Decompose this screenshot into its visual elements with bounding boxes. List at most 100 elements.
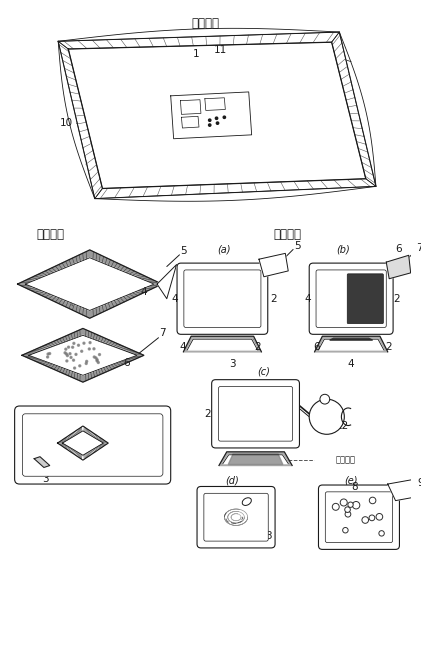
- Text: 7: 7: [416, 243, 421, 252]
- Circle shape: [81, 351, 83, 353]
- Circle shape: [74, 367, 76, 369]
- Circle shape: [89, 341, 91, 343]
- Text: 12: 12: [336, 421, 349, 432]
- Polygon shape: [22, 328, 144, 382]
- Polygon shape: [157, 265, 176, 299]
- Text: 6: 6: [396, 245, 402, 254]
- Circle shape: [47, 356, 48, 358]
- Circle shape: [49, 353, 51, 354]
- Polygon shape: [386, 255, 410, 279]
- Text: 6: 6: [314, 342, 320, 352]
- Text: 4: 4: [304, 294, 311, 303]
- Text: 3: 3: [265, 531, 272, 541]
- Text: (a): (a): [218, 245, 231, 255]
- Circle shape: [216, 117, 218, 120]
- FancyBboxPatch shape: [184, 270, 261, 328]
- Text: 5: 5: [294, 241, 300, 250]
- Circle shape: [93, 356, 95, 358]
- FancyBboxPatch shape: [197, 487, 275, 548]
- Polygon shape: [58, 32, 376, 199]
- Text: 【図４】: 【図４】: [274, 228, 302, 241]
- Circle shape: [345, 511, 351, 517]
- Text: (b): (b): [336, 245, 350, 255]
- Circle shape: [352, 502, 360, 509]
- Text: 8: 8: [91, 430, 98, 440]
- Polygon shape: [95, 179, 376, 199]
- Circle shape: [96, 358, 98, 360]
- Text: 2: 2: [270, 294, 277, 303]
- Text: 9: 9: [101, 426, 108, 436]
- Text: 8: 8: [352, 482, 358, 492]
- Circle shape: [88, 348, 90, 350]
- Circle shape: [320, 394, 330, 404]
- Polygon shape: [228, 454, 283, 464]
- Circle shape: [69, 353, 71, 354]
- Polygon shape: [25, 258, 154, 311]
- Text: 4: 4: [172, 294, 179, 303]
- Circle shape: [70, 356, 72, 358]
- FancyBboxPatch shape: [22, 414, 163, 476]
- Circle shape: [86, 360, 88, 362]
- Circle shape: [309, 399, 344, 434]
- Polygon shape: [58, 32, 339, 49]
- Polygon shape: [318, 339, 384, 350]
- Circle shape: [93, 348, 95, 350]
- Text: 3: 3: [43, 474, 49, 484]
- Circle shape: [369, 497, 376, 504]
- Circle shape: [68, 346, 69, 348]
- Text: (e): (e): [344, 475, 358, 485]
- FancyBboxPatch shape: [15, 406, 171, 484]
- FancyBboxPatch shape: [177, 263, 268, 334]
- Text: (d): (d): [225, 475, 239, 485]
- Circle shape: [47, 353, 49, 355]
- Circle shape: [73, 343, 75, 344]
- Text: 9: 9: [418, 478, 421, 488]
- Circle shape: [343, 528, 348, 533]
- FancyBboxPatch shape: [204, 493, 268, 541]
- Polygon shape: [187, 339, 258, 350]
- FancyBboxPatch shape: [316, 270, 386, 328]
- Text: 【図３】: 【図３】: [37, 228, 65, 241]
- Circle shape: [216, 122, 218, 124]
- Circle shape: [208, 119, 211, 122]
- FancyBboxPatch shape: [309, 263, 393, 334]
- Polygon shape: [62, 431, 104, 455]
- Text: 2: 2: [394, 294, 400, 303]
- Circle shape: [75, 353, 77, 355]
- Circle shape: [77, 344, 80, 346]
- Circle shape: [85, 362, 87, 364]
- Circle shape: [65, 348, 67, 350]
- Circle shape: [79, 365, 81, 367]
- Text: 10: 10: [60, 118, 73, 128]
- Text: 4: 4: [180, 342, 186, 352]
- Circle shape: [96, 360, 98, 362]
- Circle shape: [208, 124, 211, 126]
- Circle shape: [66, 353, 67, 355]
- Polygon shape: [332, 32, 376, 186]
- Circle shape: [376, 513, 383, 520]
- Text: 6: 6: [123, 358, 130, 368]
- Text: 2: 2: [31, 468, 37, 477]
- Circle shape: [345, 507, 350, 513]
- Circle shape: [340, 499, 347, 506]
- Circle shape: [67, 354, 68, 356]
- Circle shape: [379, 530, 384, 536]
- Text: 2: 2: [385, 342, 392, 352]
- Text: 4: 4: [348, 358, 354, 369]
- Polygon shape: [34, 456, 50, 468]
- Circle shape: [223, 116, 226, 118]
- Polygon shape: [314, 336, 388, 352]
- Text: 2: 2: [255, 342, 261, 352]
- Polygon shape: [18, 250, 162, 318]
- Circle shape: [369, 515, 375, 521]
- Polygon shape: [219, 452, 292, 466]
- Polygon shape: [223, 455, 288, 464]
- Text: 6: 6: [356, 274, 362, 284]
- FancyBboxPatch shape: [318, 485, 400, 549]
- Circle shape: [83, 342, 85, 344]
- Text: 4: 4: [140, 287, 147, 297]
- Text: (c): (c): [257, 367, 270, 377]
- Polygon shape: [388, 479, 417, 500]
- Circle shape: [64, 352, 66, 354]
- Text: 1: 1: [193, 49, 200, 59]
